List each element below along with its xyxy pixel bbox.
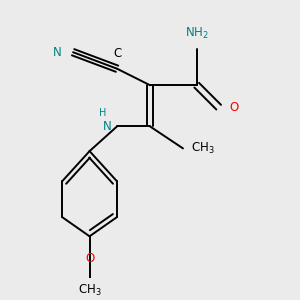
Text: O: O — [85, 252, 94, 265]
Text: C: C — [113, 47, 121, 61]
Text: N: N — [53, 46, 62, 59]
Text: H: H — [99, 108, 106, 118]
Text: CH$_3$: CH$_3$ — [191, 141, 215, 156]
Text: CH$_3$: CH$_3$ — [78, 283, 101, 298]
Text: N: N — [103, 120, 112, 133]
Text: NH$_2$: NH$_2$ — [185, 26, 208, 41]
Text: O: O — [230, 101, 239, 114]
